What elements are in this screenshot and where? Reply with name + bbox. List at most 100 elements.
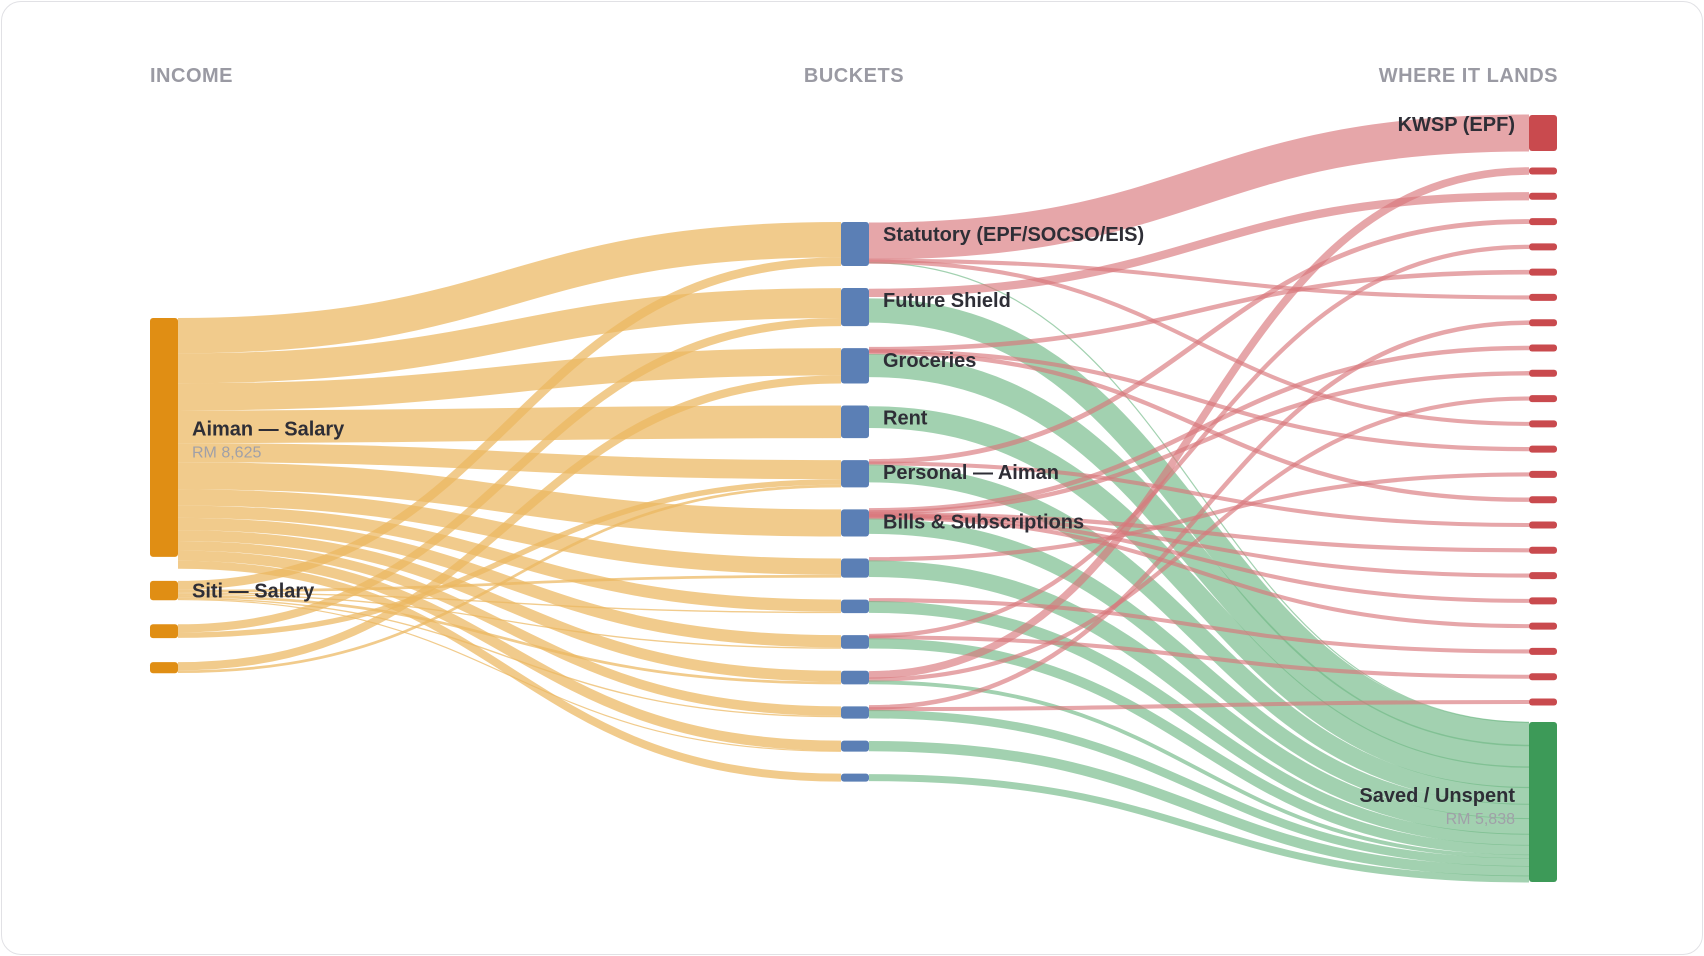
bucket-node-personal[interactable] xyxy=(841,460,869,488)
bucket-node-b7[interactable] xyxy=(841,558,869,578)
destination-node-d2[interactable] xyxy=(1529,167,1557,175)
column-header-where-it-lands: WHERE IT LANDS xyxy=(1379,65,1558,87)
income-node-inc3[interactable] xyxy=(150,624,178,639)
destination-node-d3[interactable] xyxy=(1529,192,1557,200)
flow-link-siti-to-b7 xyxy=(177,574,842,593)
column-header-income: INCOME xyxy=(150,65,233,87)
income-value-aiman: RM 8,625 xyxy=(192,444,261,461)
flow-link-aiman-to-b13 xyxy=(177,560,842,782)
bucket-node-b8[interactable] xyxy=(841,599,869,614)
bucket-node-bills[interactable] xyxy=(841,509,869,537)
flow-link-inc3-to-future xyxy=(177,317,842,633)
flow-link-aiman-to-b11 xyxy=(177,541,842,716)
destination-node-d13[interactable] xyxy=(1529,445,1557,453)
income-label-siti: Siti — Salary xyxy=(192,581,315,603)
destination-node-d22[interactable] xyxy=(1529,673,1557,681)
flow-link-aiman-to-bills xyxy=(177,462,842,537)
destination-node-d5[interactable] xyxy=(1529,243,1557,251)
flow-link-b9-to-d5 xyxy=(868,244,1530,639)
node-labels: Aiman — Salary RM 8,625 Siti — Salary Statu… xyxy=(192,114,1515,828)
bucket-node-b10[interactable] xyxy=(841,670,869,685)
destination-label-saved: Saved / Unspent xyxy=(1359,785,1515,807)
destination-node-d7[interactable] xyxy=(1529,293,1557,301)
bucket-node-b13[interactable] xyxy=(841,773,869,782)
flow-link-aiman-to-future xyxy=(177,288,842,384)
flow-link-b7-to-saved xyxy=(868,560,1530,835)
bucket-node-rent[interactable] xyxy=(841,405,869,439)
destination-node-kwsp[interactable] xyxy=(1529,115,1557,151)
destination-node-d15[interactable] xyxy=(1529,496,1557,504)
flow-link-bills-to-d18 xyxy=(868,513,1530,578)
bucket-node-future[interactable] xyxy=(841,288,869,327)
flow-links xyxy=(177,114,1530,883)
destination-node-d9[interactable] xyxy=(1529,344,1557,352)
income-node-inc4[interactable] xyxy=(150,662,178,674)
bucket-node-groceries[interactable] xyxy=(841,348,869,384)
flow-link-b10-to-saved xyxy=(868,680,1530,859)
flow-link-aiman-to-statutory xyxy=(177,222,842,354)
destination-node-d8[interactable] xyxy=(1529,319,1557,327)
destination-label-kwsp: KWSP (EPF) xyxy=(1398,114,1515,136)
flow-link-bills-to-d20 xyxy=(868,515,1530,629)
flow-nodes xyxy=(150,115,1557,882)
destination-node-d6[interactable] xyxy=(1529,268,1557,276)
destination-node-d4[interactable] xyxy=(1529,218,1557,226)
flow-link-statutory-to-d7 xyxy=(868,258,1530,300)
destination-node-d23[interactable] xyxy=(1529,698,1557,706)
flow-link-aiman-to-personal xyxy=(177,443,842,480)
destination-node-d21[interactable] xyxy=(1529,647,1557,655)
flow-link-aiman-to-b10 xyxy=(177,530,842,682)
flow-link-siti-to-b9 xyxy=(177,593,842,649)
bucket-node-statutory[interactable] xyxy=(841,222,869,267)
flow-link-b10-to-d2 xyxy=(868,167,1530,679)
flow-link-siti-to-b10 xyxy=(177,595,842,685)
bucket-label-bills: Bills & Subscriptions xyxy=(883,511,1084,533)
flow-link-personal-to-d16 xyxy=(868,461,1530,528)
flow-link-personal-to-d4 xyxy=(868,219,1530,464)
income-node-siti[interactable] xyxy=(150,580,178,601)
destination-node-d20[interactable] xyxy=(1529,622,1557,630)
flow-link-groceries-to-d13 xyxy=(868,348,1530,452)
flow-link-groceries-to-d6 xyxy=(868,269,1530,352)
bucket-node-b9[interactable] xyxy=(841,635,869,649)
flow-link-b11-to-d8 xyxy=(868,320,1530,710)
flow-link-siti-to-b8 xyxy=(177,592,842,614)
flow-link-b9-to-d22 xyxy=(868,635,1530,679)
flow-link-siti-to-b11 xyxy=(177,597,842,718)
bucket-node-b11[interactable] xyxy=(841,706,869,719)
flow-link-b8-to-d21 xyxy=(868,598,1530,654)
flow-link-b8-to-saved xyxy=(868,601,1530,846)
flow-link-b9-to-saved xyxy=(868,638,1530,856)
destination-node-d16[interactable] xyxy=(1529,521,1557,529)
bucket-node-b12[interactable] xyxy=(841,740,869,752)
flow-link-b13-to-saved xyxy=(868,774,1530,883)
destination-node-d17[interactable] xyxy=(1529,546,1557,554)
flow-link-siti-to-statutory xyxy=(177,257,842,590)
destination-node-d11[interactable] xyxy=(1529,395,1557,403)
flow-link-b11-to-saved xyxy=(868,709,1530,867)
bucket-label-statutory: Statutory (EPF/SOCSO/EIS) xyxy=(883,224,1144,246)
flow-link-rent-to-saved xyxy=(868,406,1530,789)
flow-link-b10-to-d11 xyxy=(868,396,1530,682)
bucket-label-future: Future Shield xyxy=(883,290,1011,312)
destination-node-d18[interactable] xyxy=(1529,572,1557,580)
flow-link-personal-to-saved xyxy=(868,464,1530,805)
flow-link-aiman-to-b7 xyxy=(177,489,842,575)
flow-link-bills-to-d17 xyxy=(868,512,1530,553)
flow-link-statutory-to-kwsp xyxy=(868,114,1530,260)
destination-node-saved[interactable] xyxy=(1529,722,1557,882)
flow-link-b12-to-saved xyxy=(868,740,1530,877)
column-header-buckets: BUCKETS xyxy=(804,65,904,87)
flow-link-inc4-to-groceries xyxy=(177,375,842,671)
bucket-label-rent: Rent xyxy=(883,408,928,430)
income-node-aiman[interactable] xyxy=(150,318,178,557)
flow-link-bills-to-d19 xyxy=(868,514,1530,603)
flow-link-future-to-saved xyxy=(868,298,1530,747)
destination-node-d10[interactable] xyxy=(1529,369,1557,377)
destination-node-d14[interactable] xyxy=(1529,470,1557,478)
destination-node-d19[interactable] xyxy=(1529,597,1557,605)
destination-value-saved: RM 5,838 xyxy=(1446,811,1515,828)
destination-node-d12[interactable] xyxy=(1529,420,1557,428)
flow-link-inc3-to-personal xyxy=(177,479,842,638)
